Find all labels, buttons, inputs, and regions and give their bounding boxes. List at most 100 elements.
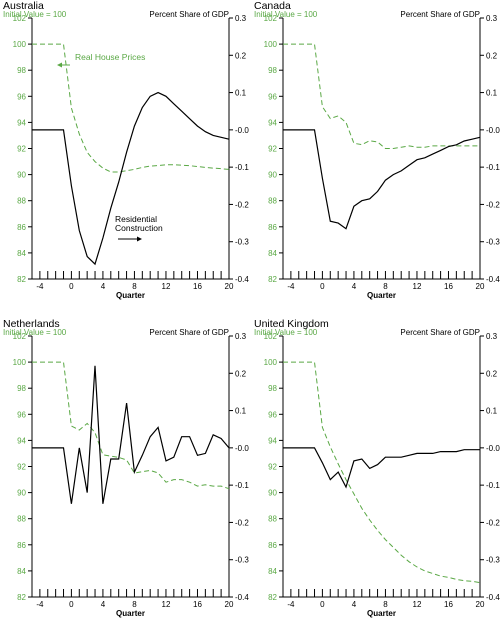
left-tick-label: 84 (268, 567, 277, 576)
x-tick-label: 20 (476, 282, 485, 291)
right-tick-label: 0.3 (235, 14, 247, 23)
house-price-annotation: Real House Prices (75, 52, 145, 62)
left-tick-label: 92 (268, 463, 277, 472)
left-tick-label: 96 (17, 410, 26, 419)
x-tick-label: 0 (69, 282, 74, 291)
right-tick-label: 0.3 (486, 332, 498, 341)
right-tick-label: 0.1 (486, 89, 498, 98)
left-tick-label: 102 (13, 14, 27, 23)
house-price-line (32, 43, 230, 173)
right-tick-label: 0.1 (235, 89, 247, 98)
right-tick-label: 0.2 (486, 51, 498, 60)
construction-line (283, 447, 480, 489)
right-tick-label: -0.3 (486, 238, 500, 247)
x-tick-label: 16 (193, 282, 202, 291)
x-tick-label: 8 (132, 600, 137, 609)
left-tick-label: 100 (13, 40, 27, 49)
left-tick-label: 92 (17, 145, 26, 154)
right-tick-label: 0.2 (235, 369, 247, 378)
construction-line (32, 91, 230, 266)
left-tick-label: 82 (17, 593, 26, 602)
x-tick-label: 16 (193, 600, 202, 609)
x-tick-label: -4 (36, 600, 44, 609)
right-tick-label: -0.4 (486, 593, 500, 602)
x-tick-label: 8 (383, 600, 388, 609)
right-tick-label: 0.3 (486, 14, 498, 23)
left-tick-label: 100 (13, 358, 27, 367)
x-tick-label: 12 (413, 282, 422, 291)
left-tick-label: 84 (17, 249, 26, 258)
panel-title: Netherlands (3, 318, 60, 330)
right-tick-label: -0.1 (235, 163, 249, 172)
left-tick-label: 102 (264, 14, 278, 23)
right-tick-label: -0.2 (235, 200, 249, 209)
right-axis-caption: Percent Share of GDP (149, 10, 229, 19)
x-tick-label: 12 (162, 282, 171, 291)
x-tick-label: 20 (225, 600, 234, 609)
x-axis-label: Quarter (367, 291, 396, 300)
right-tick-label: -0.2 (486, 518, 500, 527)
x-axis-label: Quarter (116, 291, 145, 300)
x-tick-label: 4 (101, 600, 106, 609)
right-tick-label: -0.3 (486, 556, 500, 565)
left-tick-label: 86 (17, 223, 26, 232)
left-tick-label: 98 (17, 66, 26, 75)
right-tick-label: -0.0 (486, 126, 500, 135)
left-tick-label: 82 (268, 275, 277, 284)
x-axis-label: Quarter (116, 609, 145, 618)
left-tick-label: 96 (268, 92, 277, 101)
left-tick-label: 96 (17, 92, 26, 101)
x-tick-label: 16 (444, 282, 453, 291)
construction-line (283, 129, 481, 230)
construction-line (32, 365, 230, 504)
x-tick-label: 12 (413, 600, 422, 609)
left-tick-label: 92 (268, 145, 277, 154)
right-tick-label: -0.4 (235, 593, 249, 602)
right-tick-label: -0.2 (235, 518, 249, 527)
left-tick-label: 94 (17, 118, 26, 127)
left-tick-label: 88 (17, 197, 26, 206)
left-tick-label: 86 (17, 541, 26, 550)
x-tick-label: 0 (69, 600, 74, 609)
right-tick-label: -0.0 (235, 126, 249, 135)
right-tick-label: -0.3 (235, 238, 249, 247)
left-tick-label: 94 (268, 118, 277, 127)
right-axis-caption: Percent Share of GDP (149, 328, 229, 337)
right-tick-label: 0.1 (486, 407, 498, 416)
right-axis-caption: Percent Share of GDP (400, 10, 480, 19)
left-tick-label: 98 (268, 384, 277, 393)
x-tick-label: 4 (352, 282, 357, 291)
left-tick-label: 90 (17, 489, 26, 498)
x-tick-label: 20 (476, 600, 485, 609)
panel-title: Canada (254, 0, 291, 12)
right-tick-label: 0.2 (235, 51, 247, 60)
left-tick-label: 94 (17, 436, 26, 445)
left-tick-label: 82 (268, 593, 277, 602)
x-tick-label: -4 (287, 282, 295, 291)
construction-annotation-line2: Construction (115, 223, 163, 233)
x-tick-label: 16 (444, 600, 453, 609)
x-tick-label: 0 (320, 282, 325, 291)
construction-annotation-line1: Residential (115, 214, 157, 224)
left-tick-label: 90 (17, 171, 26, 180)
x-tick-label: 4 (101, 282, 106, 291)
panel-title: Australia (3, 0, 44, 12)
panel-title: United Kingdom (254, 318, 329, 330)
right-tick-label: -0.4 (235, 275, 249, 284)
left-tick-label: 100 (264, 40, 278, 49)
house-price-line (283, 361, 481, 584)
house-price-line (32, 361, 230, 490)
left-tick-label: 102 (264, 332, 278, 341)
left-tick-label: 94 (268, 436, 277, 445)
x-tick-label: 8 (132, 282, 137, 291)
right-tick-label: -0.1 (486, 481, 500, 490)
left-tick-label: 86 (268, 223, 277, 232)
x-tick-label: 8 (383, 282, 388, 291)
right-tick-label: -0.0 (235, 444, 249, 453)
left-tick-label: 84 (268, 249, 277, 258)
